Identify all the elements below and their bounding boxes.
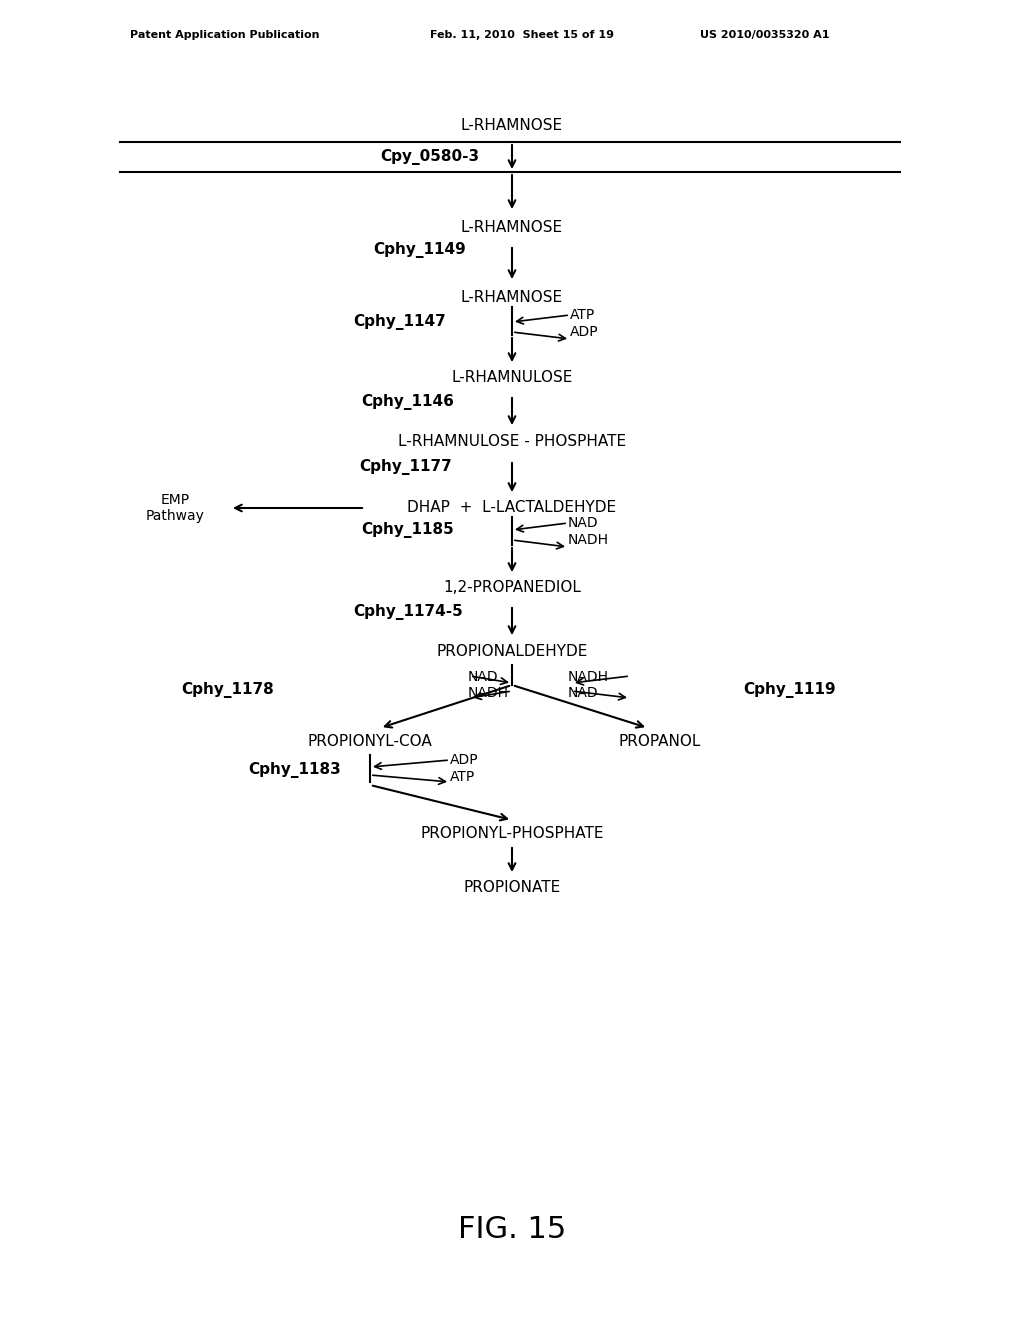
Text: Cphy_1119: Cphy_1119: [743, 682, 837, 698]
Text: NAD: NAD: [568, 686, 599, 700]
Text: Cphy_1147: Cphy_1147: [353, 314, 446, 330]
Text: Cphy_1149: Cphy_1149: [374, 242, 466, 257]
Text: 1,2-PROPANEDIOL: 1,2-PROPANEDIOL: [443, 581, 581, 595]
Text: L-RHAMNOSE: L-RHAMNOSE: [461, 290, 563, 305]
Text: Patent Application Publication: Patent Application Publication: [130, 30, 319, 40]
Text: NADH: NADH: [568, 533, 609, 546]
Text: US 2010/0035320 A1: US 2010/0035320 A1: [700, 30, 829, 40]
Text: PROPANOL: PROPANOL: [618, 734, 701, 750]
Text: L-RHAMNOSE: L-RHAMNOSE: [461, 219, 563, 235]
Text: NAD: NAD: [568, 516, 599, 531]
Text: Cphy_1174-5: Cphy_1174-5: [353, 605, 463, 620]
Text: NAD: NAD: [468, 671, 499, 684]
Text: Cphy_1146: Cphy_1146: [361, 393, 455, 411]
Text: NADH: NADH: [568, 671, 609, 684]
Text: Cpy_0580-3: Cpy_0580-3: [381, 149, 479, 165]
Text: EMP
Pathway: EMP Pathway: [145, 492, 205, 523]
Text: Feb. 11, 2010  Sheet 15 of 19: Feb. 11, 2010 Sheet 15 of 19: [430, 30, 614, 40]
Text: ADP: ADP: [450, 752, 478, 767]
Text: FIG. 15: FIG. 15: [458, 1216, 566, 1245]
Text: ADP: ADP: [570, 325, 599, 339]
Text: Cphy_1178: Cphy_1178: [181, 682, 274, 698]
Text: L-RHAMNULOSE - PHOSPHATE: L-RHAMNULOSE - PHOSPHATE: [398, 434, 626, 450]
Text: PROPIONYL-PHOSPHATE: PROPIONYL-PHOSPHATE: [420, 825, 604, 841]
Text: ATP: ATP: [570, 308, 595, 322]
Text: ATP: ATP: [450, 770, 475, 784]
Text: DHAP  +  L-LACTALDEHYDE: DHAP + L-LACTALDEHYDE: [408, 500, 616, 516]
Text: PROPIONALDEHYDE: PROPIONALDEHYDE: [436, 644, 588, 660]
Text: Cphy_1183: Cphy_1183: [249, 762, 341, 777]
Text: NADH: NADH: [468, 686, 509, 700]
Text: Cphy_1185: Cphy_1185: [361, 521, 455, 539]
Text: PROPIONATE: PROPIONATE: [464, 880, 560, 895]
Text: PROPIONYL-COA: PROPIONYL-COA: [307, 734, 432, 750]
Text: L-RHAMNOSE: L-RHAMNOSE: [461, 117, 563, 132]
Text: Cphy_1177: Cphy_1177: [359, 459, 453, 475]
Text: L-RHAMNULOSE: L-RHAMNULOSE: [452, 371, 572, 385]
